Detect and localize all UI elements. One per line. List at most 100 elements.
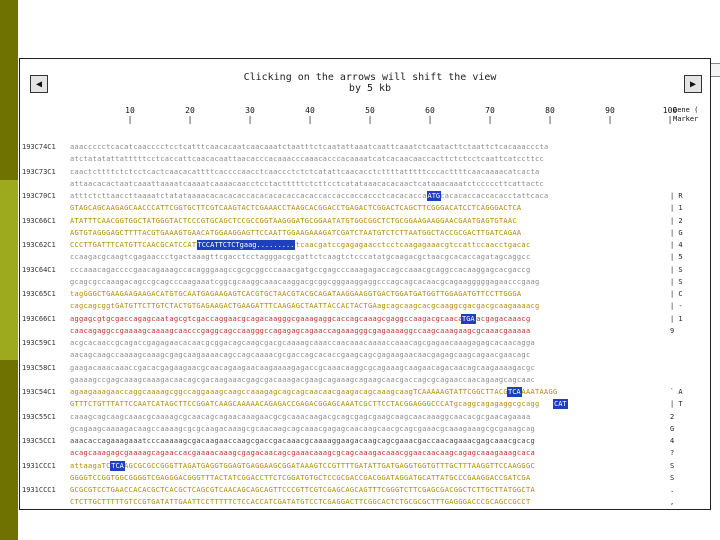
ruler-tick-label: 100 (662, 106, 678, 115)
ruler-tick-label: 10 (125, 106, 135, 115)
feature-annotation: ? (670, 449, 675, 458)
feature-annotation: S (670, 461, 675, 470)
ruler-tick-mark: | (187, 115, 193, 124)
sequence-text[interactable]: attaacacactaatcaaattaaaatcaaaatcaaaacaac… (70, 179, 545, 188)
title-line-1: Clicking on the arrows will shift the vi… (243, 72, 497, 83)
ruler-tick-mark: | (427, 115, 433, 124)
sequence-row: 193C66C1 aggagcgtgcgaccagagcaatagcgtcgacc… (22, 313, 708, 325)
viewer-title: Clicking on the arrows will shift the vi… (210, 72, 530, 94)
sequence-row: GGGGTCCGGTGGCGGGGTCGAGGGACGGGTTTACTATCGG… (22, 472, 708, 484)
sequence-text[interactable]: cagcagcggtGATGTTCTTGTCTACTGTGAGAAGACTGAA… (70, 302, 540, 311)
sequence-row: CTCTTGCTTTTTGTCCGTGATATTGAATTCCTTTTTCTCC… (22, 496, 708, 508)
sequence-row: atctatatattatttttcctcaccattcaacacaattaac… (22, 153, 708, 165)
highlighted-codon[interactable]: TCA (507, 387, 522, 397)
sequence-text[interactable]: GTTTCTGTTTATTCCAATCATAGCTTCCGGATCAAGCAAA… (70, 400, 540, 409)
feature-annotation: | T (670, 400, 683, 409)
sequence-row: gaaaagccgagcaaagcaaagacaacagcgacaagaaacg… (22, 374, 708, 386)
clone-label: 1931CCC1 (22, 486, 56, 494)
highlighted-codon[interactable]: CAT (553, 399, 568, 410)
sequence-text[interactable]: attaagaTCAGGAGCGCGCCGGGTTAGATGAGGTGGAGTG… (70, 461, 535, 470)
sequence-row: 1931CCC1 GCGCGTCCTGAACCACACGCTCACGCTCAGCG… (22, 484, 708, 496)
sequence-text[interactable]: GCGCGTCCTGAACCACACGCTCACGCTCAGCGTCAACAGC… (70, 486, 535, 494)
feature-annotation: | S (670, 277, 683, 286)
shift-left-button[interactable]: ◀ (30, 75, 48, 93)
sequence-text[interactable]: gcagcgccaaagacagccgcagcccaagaaatcggcgcaa… (70, 277, 540, 286)
feature-annotation: , (670, 498, 675, 507)
ruler-tick-60: 60 | (420, 106, 440, 124)
sequence-row: GTAGCAGCAAGAGCAACCCATTCGGTGCTTCGTCAAGTAC… (22, 202, 708, 214)
sequence-row: 1931CCC1 attaagaTCAGGAGCGCGCCGGGTTAGATGAG… (22, 460, 708, 472)
ruler-tick-label: 90 (605, 106, 615, 115)
highlighted-codon[interactable]: TGA (461, 313, 476, 324)
sequence-text[interactable]: gaagacaaacaaaccgacacgagaagaacgcaacagaaga… (70, 363, 535, 372)
ruler-tick-mark: | (607, 115, 613, 124)
ruler-tick-30: 30 | (240, 106, 260, 124)
clone-label: 193C59C1 (22, 339, 56, 347)
sequence-text[interactable]: GTAGCAGCAAGAGCAACCCATTCGGTGCTTCGTCAAGTAC… (70, 204, 522, 213)
feature-annotation: S (670, 473, 675, 482)
sequence-row: caacagaggccgaaaagcaaaagcaacccgaggcagccaa… (22, 325, 708, 337)
clone-label: 1931CCC1 (22, 461, 56, 470)
sequence-text[interactable]: aaacaccagaaagaaatcccaaaaagcgacaagaaccaag… (70, 437, 535, 445)
sequence-text[interactable]: acgcacaaccgcagaccgagagaacacaacgcggacagca… (70, 339, 535, 347)
sequence-text[interactable]: gaaaagccgagcaaagcaaagacaacagcgacaagaaacg… (70, 375, 535, 384)
sequence-text[interactable]: atctatatattatttttcctcaccattcaacacaattaac… (70, 155, 545, 164)
sequence-row: aacagcaagccaaaagcaaagcgagcaagaaaacagccag… (22, 349, 708, 361)
sequence-text[interactable]: ccaagacgcaagtcgagaaccctgactaaagttcgacctc… (70, 253, 531, 262)
feature-annotation: | C (670, 290, 683, 298)
sequence-row: 193C65C1 tagGGGCTGAAGAAGAAGACATGTGCAATGAG… (22, 288, 708, 300)
sequence-text[interactable]: aacagcaagccaaaagcaaagcgagcaagaaaacagccag… (70, 351, 531, 360)
sequence-row: 193C54C1 agaagaaagaaccaggcaaaagcggccaggaa… (22, 386, 708, 398)
sequence-row: ccaagacgcaagtcgagaaccctgactaaagttcgacctc… (22, 251, 708, 263)
sequence-text[interactable]: tagGGGCTGAAGAAGAAGACATGTGCAATGAGAAGAGTCA… (70, 290, 522, 298)
sequence-row: 193C70C1 atttctcttaaccttaaaatctatataaaaca… (22, 190, 708, 202)
sequence-text[interactable]: aaaccccctcacatcaacccctcctcatttcaacacaatc… (70, 143, 549, 151)
sequence-text[interactable]: acagcaaagagcgaaaagcagaaccacgaaaacaaagcga… (70, 449, 535, 458)
highlighted-codon[interactable]: ATG (426, 191, 442, 201)
sequence-text[interactable]: gcagaagcaaaagacaagccaaaagcgcgcaagacaaagc… (70, 424, 535, 433)
sequence-text[interactable]: cccaaacagaccccgaacagaaagccacagggaagccgcg… (70, 265, 531, 274)
sequence-text[interactable]: GGGGTCCGGTGGCGGGGTCGAGGGACGGGTTTACTATCGG… (70, 473, 531, 482)
sequence-row: attaacacactaatcaaattaaaatcaaaatcaaaacaac… (22, 178, 708, 190)
sequence-text[interactable]: AGTGTAGGGAGCTTTTACGTGAAAGTGAACATGGAAGGAG… (70, 228, 522, 237)
sequence-row: 193C74C1 aaaccccctcacatcaacccctcctcatttca… (22, 141, 708, 153)
highlighted-codon[interactable]: TCCATTCTCTgaag......... (196, 240, 296, 250)
feature-annotation: | 5 (670, 253, 683, 262)
ruler-tick-mark: | (367, 115, 373, 124)
feature-annotation: | 1 (670, 314, 683, 323)
sequence-text[interactable]: ATATTTCAACGGTGGCTATGGGTACTCCCGTGCAGCTCCG… (70, 216, 517, 225)
feature-annotation: | G (670, 228, 683, 237)
left-accent-stripe-bottom (0, 360, 18, 540)
sequence-text[interactable]: caacagaggccgaaaagcaaaagcaacccgaggcagccaa… (70, 326, 531, 335)
sequence-row: gcagcgccaaagacagccgcagcccaagaaatcggcgcaa… (22, 276, 708, 288)
sequence-row: 193C73C1 caactcttttctctcctcactcaacacatttt… (22, 166, 708, 178)
left-accent-stripe-top (0, 0, 18, 180)
feature-annotation: ` A (670, 388, 683, 396)
feature-annotation: G (670, 424, 675, 433)
feature-annotation: | 4 (670, 241, 683, 249)
sequence-row: 193C55C1 caaagcagcaagcaaacgcaaaagcgcaacag… (22, 411, 708, 423)
sequence-text[interactable]: caaagcagcaagcaaacgcaaaagcgcaacagcagaacaa… (70, 412, 531, 421)
sequence-row: 193C64C1 cccaaacagaccccgaacagaaagccacaggg… (22, 264, 708, 276)
ruler-tick-90: 90 | (600, 106, 620, 124)
sequence-text[interactable]: caactcttttctctcctcactcaacacattttcaccccaa… (70, 167, 540, 176)
sequence-text[interactable]: aacaagcaacagcgagaagcagcaacgacaagaaaggcaa… (70, 509, 655, 510)
clone-label: 193C66C1 (22, 314, 56, 323)
sequence-text[interactable]: agaagaaagaaccaggcaaaagcggccaggaaagcaagcc… (70, 388, 558, 396)
sequence-viewer-window: ◀ Clicking on the arrows will shift the … (19, 58, 711, 510)
sequence-text[interactable]: CCCTTGATTTCATGTTCAACGCATCCATTCTCTgaagccc… (70, 241, 531, 249)
highlighted-codon[interactable]: TCA (110, 460, 125, 471)
ruler-tick-mark: | (127, 115, 133, 124)
sequence-text[interactable]: CTCTTGCTTTTTGTCCGTGATATTGAATTCCTTTTTCTCC… (70, 498, 531, 507)
sequence-row: 193C66C1 ATATTTCAACGGTGGCTATGGGTACTCCCGTG… (22, 215, 708, 227)
clone-label: 193C74C1 (22, 143, 56, 151)
sequence-text[interactable]: aggagcgtgcgaccagagcaatagcgtcgaccaggaacgc… (70, 314, 531, 323)
sequence-row: 193C58C1 gaagacaaacaaaccgacacgagaagaacgca… (22, 362, 708, 374)
sequence-row: 193C62C1 CCCTTGATTTCATGTTCAACGCATCCATTCTC… (22, 239, 708, 251)
ruler-tick-10: 10 | (120, 106, 140, 124)
left-accent-stripe-middle (0, 180, 18, 360)
legend-marker: Marker (673, 115, 699, 123)
title-line-2: by 5 kb (348, 83, 392, 94)
sequence-text[interactable]: atttctcttaaccttaaaatctatataaaacacacacacc… (70, 192, 549, 200)
shift-right-button[interactable]: ▶ (684, 75, 702, 93)
